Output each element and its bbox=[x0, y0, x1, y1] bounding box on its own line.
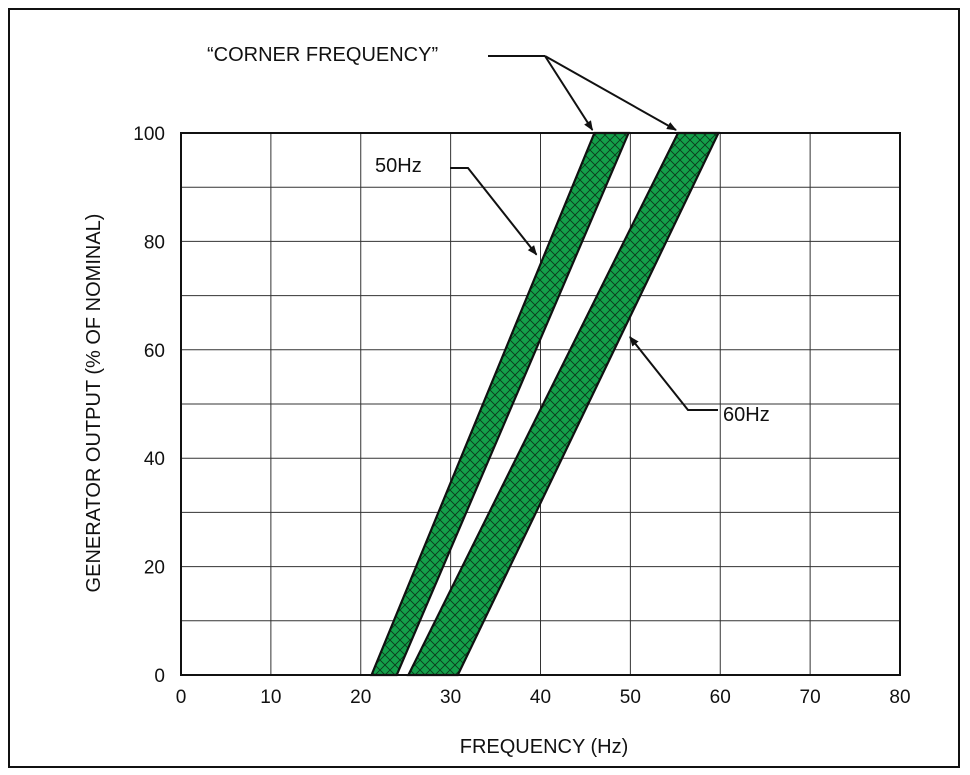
x-tick-label: 10 bbox=[260, 687, 281, 708]
corner-arrow bbox=[544, 55, 677, 131]
y-tick-label: 100 bbox=[133, 124, 165, 145]
y-tick-label: 0 bbox=[154, 666, 165, 687]
y-tick-label: 40 bbox=[144, 449, 165, 470]
y-tick-label: 20 bbox=[144, 558, 165, 579]
y-tick-label: 80 bbox=[144, 232, 165, 253]
corner-arrow bbox=[544, 55, 594, 131]
tick-label-layer: 0 10 20 30 40 50 60 70 80 0 20 40 60 80 100 bbox=[133, 124, 910, 708]
plot-grid bbox=[180, 132, 901, 676]
annotation-layer: “CORNER FREQUENCY” 50Hz 60Hz bbox=[207, 44, 770, 426]
x-tick-label: 40 bbox=[530, 687, 551, 708]
annotation-60hz-arrow bbox=[629, 336, 718, 411]
x-tick-label: 20 bbox=[350, 687, 371, 708]
annotation-50hz-label: 50Hz bbox=[375, 155, 422, 177]
x-axis-label: FREQUENCY (Hz) bbox=[460, 736, 629, 758]
chart-frame bbox=[8, 8, 960, 768]
annotation-50hz-arrow bbox=[450, 167, 538, 256]
x-tick-label: 30 bbox=[440, 687, 461, 708]
x-tick-label: 80 bbox=[889, 687, 910, 708]
x-tick-label: 60 bbox=[710, 687, 731, 708]
annotation-60hz-label: 60Hz bbox=[723, 404, 770, 426]
plot-area-border bbox=[180, 132, 901, 676]
plot-border-layer bbox=[180, 132, 901, 676]
annotation-corner-frequency: “CORNER FREQUENCY” bbox=[207, 44, 438, 66]
x-tick-label: 50 bbox=[620, 687, 641, 708]
x-tick-label: 70 bbox=[800, 687, 821, 708]
y-axis-label: GENERATOR OUTPUT (% OF NOMINAL) bbox=[83, 214, 105, 593]
y-tick-label: 60 bbox=[144, 341, 165, 362]
x-tick-label: 0 bbox=[176, 687, 187, 708]
